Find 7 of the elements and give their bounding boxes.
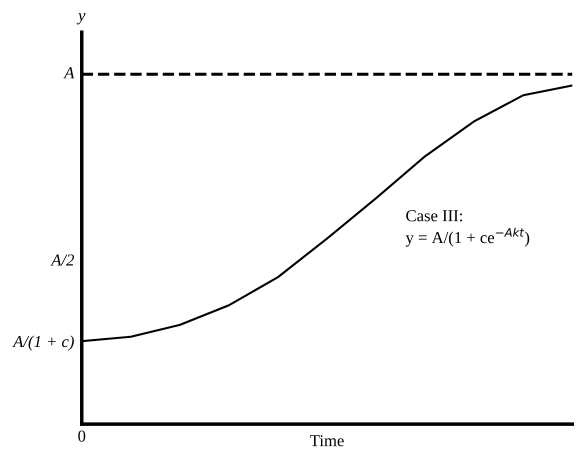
y-axis-title: y — [76, 13, 86, 24]
ref-line-label: A — [63, 67, 74, 78]
text: A/2 — [50, 254, 74, 266]
x-axis-title: Time — [310, 435, 344, 446]
text: A/(1 + c) — [12, 335, 74, 351]
text: 0 — [78, 430, 86, 442]
annotation: Case III: y = A/(1 + ce$^{−Akt}$) — [406, 210, 530, 247]
